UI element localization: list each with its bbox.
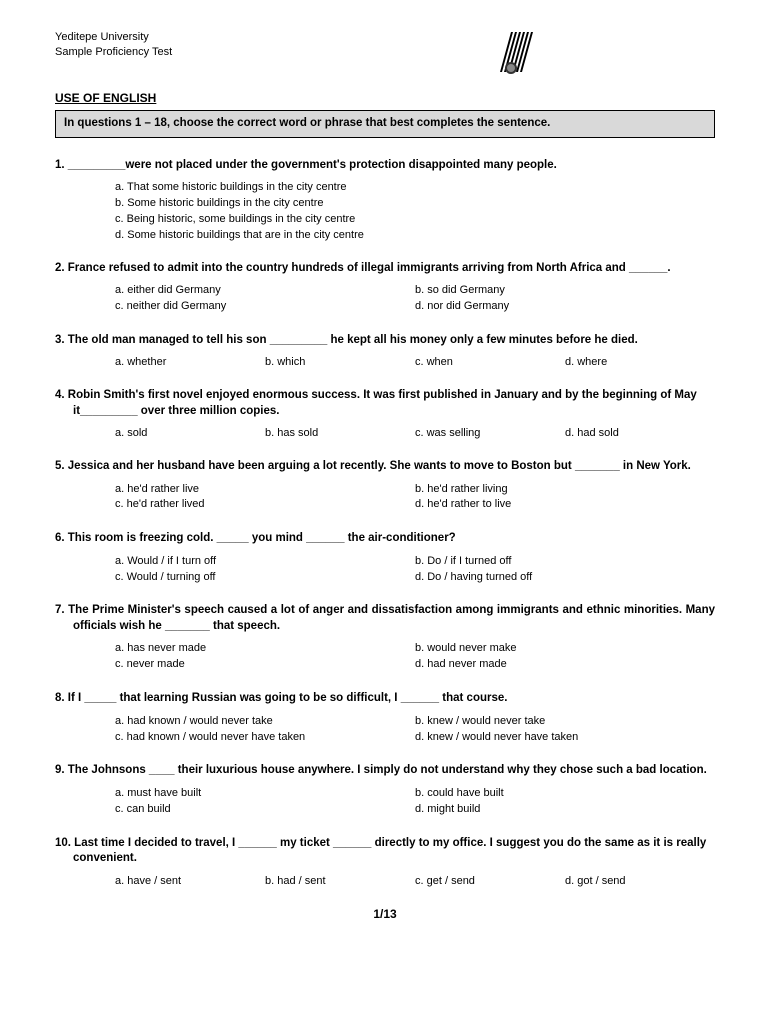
question-options: a. have / sentb. had / sentc. get / send… bbox=[55, 874, 715, 889]
question-text: 3. The old man managed to tell his son _… bbox=[55, 333, 715, 349]
option[interactable]: c. was selling bbox=[415, 426, 565, 441]
option[interactable]: d. where bbox=[565, 355, 715, 370]
option[interactable]: c. Being historic, some buildings in the… bbox=[115, 212, 715, 227]
option[interactable]: d. had never made bbox=[415, 657, 715, 672]
question-text: 5. Jessica and her husband have been arg… bbox=[55, 459, 715, 475]
header-text: Yeditepe University Sample Proficiency T… bbox=[55, 30, 172, 60]
option[interactable]: c. when bbox=[415, 355, 565, 370]
option[interactable]: d. Some historic buildings that are in t… bbox=[115, 228, 715, 243]
option[interactable]: c. neither did Germany bbox=[115, 299, 415, 314]
question: 5. Jessica and her husband have been arg… bbox=[55, 459, 715, 513]
question: 2. France refused to admit into the coun… bbox=[55, 261, 715, 315]
option[interactable]: a. must have built bbox=[115, 786, 415, 801]
option[interactable]: a. had known / would never take bbox=[115, 714, 415, 729]
option[interactable]: b. Some historic buildings in the city c… bbox=[115, 196, 715, 211]
section-title: USE OF ENGLISH bbox=[55, 90, 715, 106]
option[interactable]: d. had sold bbox=[565, 426, 715, 441]
question: 10. Last time I decided to travel, I ___… bbox=[55, 836, 715, 889]
question-text: 2. France refused to admit into the coun… bbox=[55, 261, 715, 277]
university-name: Yeditepe University bbox=[55, 30, 172, 45]
option[interactable]: b. which bbox=[265, 355, 415, 370]
question-options: a. either did Germanyb. so did Germanyc.… bbox=[55, 283, 715, 315]
question: 4. Robin Smith's first novel enjoyed eno… bbox=[55, 388, 715, 441]
option[interactable]: a. sold bbox=[115, 426, 265, 441]
page-header: Yeditepe University Sample Proficiency T… bbox=[55, 30, 715, 78]
question-text: 7. The Prime Minister's speech caused a … bbox=[55, 603, 715, 634]
option[interactable]: a. has never made bbox=[115, 641, 415, 656]
option[interactable]: b. had / sent bbox=[265, 874, 415, 889]
option[interactable]: d. Do / having turned off bbox=[415, 570, 715, 585]
option[interactable]: a. Would / if I turn off bbox=[115, 554, 415, 569]
option[interactable]: a. he'd rather live bbox=[115, 482, 415, 497]
option[interactable]: a. have / sent bbox=[115, 874, 265, 889]
question-options: a. That some historic buildings in the c… bbox=[55, 180, 715, 242]
question-options: a. whetherb. whichc. whend. where bbox=[55, 355, 715, 370]
question: 9. The Johnsons ____ their luxurious hou… bbox=[55, 763, 715, 817]
option[interactable]: b. he'd rather living bbox=[415, 482, 715, 497]
question-text: 1. _________were not placed under the go… bbox=[55, 158, 715, 174]
question-text: 4. Robin Smith's first novel enjoyed eno… bbox=[55, 388, 715, 419]
question-options: a. has never madeb. would never makec. n… bbox=[55, 641, 715, 673]
question: 1. _________were not placed under the go… bbox=[55, 158, 715, 243]
option[interactable]: d. knew / would never have taken bbox=[415, 730, 715, 745]
option[interactable]: b. has sold bbox=[265, 426, 415, 441]
option[interactable]: c. get / send bbox=[415, 874, 565, 889]
question-options: a. he'd rather liveb. he'd rather living… bbox=[55, 482, 715, 514]
question: 8. If I _____ that learning Russian was … bbox=[55, 691, 715, 745]
questions-list: 1. _________were not placed under the go… bbox=[55, 158, 715, 889]
question: 7. The Prime Minister's speech caused a … bbox=[55, 603, 715, 673]
question-text: 8. If I _____ that learning Russian was … bbox=[55, 691, 715, 707]
page-number: 1/13 bbox=[55, 906, 715, 922]
option[interactable]: b. could have built bbox=[415, 786, 715, 801]
option[interactable]: b. knew / would never take bbox=[415, 714, 715, 729]
question-text: 6. This room is freezing cold. _____ you… bbox=[55, 531, 715, 547]
question-options: a. Would / if I turn offb. Do / if I tur… bbox=[55, 554, 715, 586]
option[interactable]: c. never made bbox=[115, 657, 415, 672]
option[interactable]: a. whether bbox=[115, 355, 265, 370]
question: 3. The old man managed to tell his son _… bbox=[55, 333, 715, 370]
university-logo-icon bbox=[487, 30, 535, 78]
option[interactable]: c. he'd rather lived bbox=[115, 497, 415, 512]
option[interactable]: d. he'd rather to live bbox=[415, 497, 715, 512]
option[interactable]: c. can build bbox=[115, 802, 415, 817]
test-name: Sample Proficiency Test bbox=[55, 45, 172, 60]
option[interactable]: d. might build bbox=[415, 802, 715, 817]
option[interactable]: b. Do / if I turned off bbox=[415, 554, 715, 569]
question-options: a. soldb. has soldc. was sellingd. had s… bbox=[55, 426, 715, 441]
question-text: 10. Last time I decided to travel, I ___… bbox=[55, 836, 715, 867]
option[interactable]: d. got / send bbox=[565, 874, 715, 889]
option[interactable]: b. would never make bbox=[415, 641, 715, 656]
question-options: a. must have builtb. could have builtc. … bbox=[55, 786, 715, 818]
option[interactable]: d. nor did Germany bbox=[415, 299, 715, 314]
option[interactable]: c. Would / turning off bbox=[115, 570, 415, 585]
question: 6. This room is freezing cold. _____ you… bbox=[55, 531, 715, 585]
question-options: a. had known / would never takeb. knew /… bbox=[55, 714, 715, 746]
option[interactable]: a. either did Germany bbox=[115, 283, 415, 298]
option[interactable]: b. so did Germany bbox=[415, 283, 715, 298]
option[interactable]: c. had known / would never have taken bbox=[115, 730, 415, 745]
question-text: 9. The Johnsons ____ their luxurious hou… bbox=[55, 763, 715, 779]
option[interactable]: a. That some historic buildings in the c… bbox=[115, 180, 715, 195]
instruction-box: In questions 1 – 18, choose the correct … bbox=[55, 110, 715, 138]
